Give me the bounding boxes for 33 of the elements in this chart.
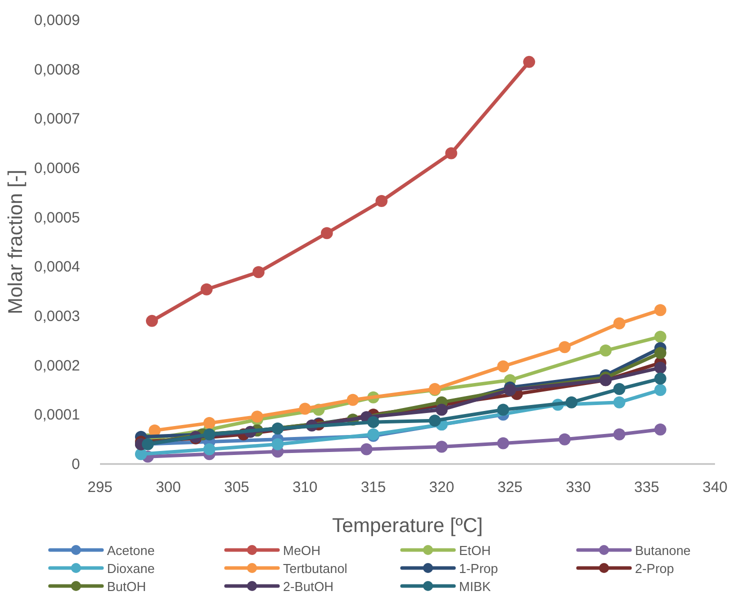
x-tick-label: 310 bbox=[292, 479, 318, 496]
legend-label: ButOH bbox=[107, 579, 146, 592]
legend-label: 2-Prop bbox=[635, 561, 674, 576]
y-tick-label: 0,0002 bbox=[34, 357, 80, 374]
x-tick-label: 325 bbox=[497, 479, 523, 496]
y-tick-label: 0,0006 bbox=[34, 160, 80, 177]
y-tick-label: 0 bbox=[72, 456, 80, 473]
x-tick-label: 340 bbox=[702, 479, 728, 496]
y-tick-label: 0,0005 bbox=[34, 209, 80, 226]
x-tick-label: 320 bbox=[429, 479, 454, 496]
legend-label: Dioxane bbox=[107, 561, 155, 576]
x-axis-title: Temperature [ºC] bbox=[332, 515, 483, 537]
y-tick-label: 0,0001 bbox=[34, 406, 80, 424]
x-tick-label: 305 bbox=[224, 479, 250, 496]
legend-label: MIBK bbox=[459, 579, 492, 592]
x-tick-label: 330 bbox=[566, 479, 591, 496]
y-axis-title: Molar fraction [-] bbox=[5, 170, 27, 314]
y-tick-label: 0,0008 bbox=[34, 61, 80, 78]
legend-label: 2-ButOH bbox=[283, 579, 334, 592]
legend-label: Acetone bbox=[107, 543, 155, 558]
legend-label: EtOH bbox=[459, 543, 491, 558]
y-tick-label: 0,0007 bbox=[34, 110, 80, 128]
y-tick-label: 0,0004 bbox=[34, 258, 80, 276]
legend-label: Tertbutanol bbox=[283, 561, 348, 576]
y-tick-label: 0,0003 bbox=[34, 308, 80, 325]
y-tick-label: 0,0009 bbox=[34, 12, 80, 29]
x-tick-label: 315 bbox=[360, 479, 386, 496]
x-tick-label: 295 bbox=[87, 479, 113, 496]
legend-label: MeOH bbox=[283, 543, 321, 558]
x-tick-label: 300 bbox=[156, 479, 181, 496]
x-tick-label: 335 bbox=[634, 479, 660, 496]
legend-label: Butanone bbox=[635, 543, 691, 558]
legend-label: 1-Prop bbox=[459, 561, 498, 576]
